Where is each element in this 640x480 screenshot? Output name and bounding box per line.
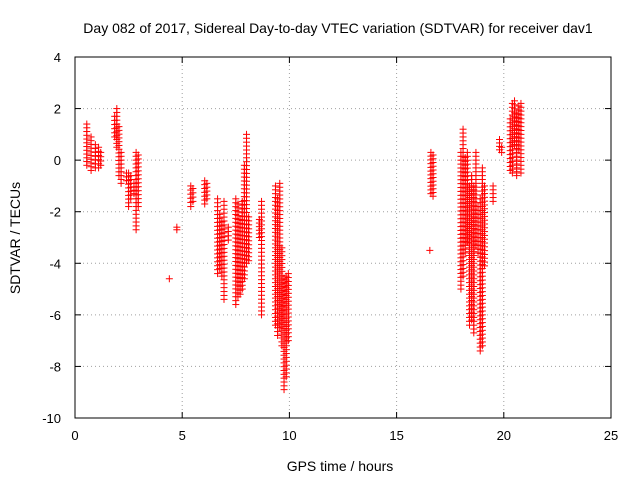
data-point — [243, 130, 251, 138]
x-tick-label: 10 — [282, 428, 296, 443]
data-point — [517, 99, 525, 107]
data-point — [489, 182, 497, 190]
data-point — [496, 136, 504, 144]
data-point — [481, 182, 489, 190]
y-tick-label: -2 — [49, 205, 61, 220]
data-point — [173, 223, 181, 231]
x-tick-label: 0 — [71, 428, 78, 443]
data-point — [113, 105, 121, 113]
x-tick-label: 20 — [497, 428, 511, 443]
x-tick-label: 25 — [604, 428, 618, 443]
chart-title: Day 082 of 2017, Sidereal Day-to-day VTE… — [83, 20, 593, 36]
y-tick-label: 0 — [54, 153, 61, 168]
y-axis-label: SDTVAR / TECUs — [7, 182, 23, 294]
data-point — [117, 148, 125, 156]
data-point — [463, 148, 471, 156]
data-point — [258, 197, 266, 205]
data-point — [478, 164, 486, 172]
plot-frame — [74, 56, 612, 419]
data-point — [459, 125, 467, 133]
data-point — [429, 151, 437, 159]
data-point — [220, 197, 228, 205]
axis-ticks — [74, 56, 612, 419]
y-tick-label: 2 — [54, 102, 61, 117]
data-point — [271, 182, 279, 190]
y-tick-label: -10 — [42, 411, 61, 426]
data-point — [245, 213, 253, 221]
data-point — [234, 200, 242, 208]
data-point — [165, 275, 173, 283]
y-tick-label: -8 — [49, 359, 61, 374]
x-tick-label: 5 — [179, 428, 186, 443]
data-point — [115, 123, 123, 131]
data-point — [232, 195, 240, 203]
data-point — [216, 210, 224, 218]
x-tick-label: 15 — [389, 428, 403, 443]
data-point — [284, 270, 292, 278]
data-point — [189, 185, 197, 193]
y-tick-label: -4 — [49, 256, 61, 271]
data-point — [511, 97, 519, 105]
y-tick-label: -6 — [49, 308, 61, 323]
x-axis-label: GPS time / hours — [287, 458, 394, 474]
data-point — [276, 179, 284, 187]
data-point — [224, 223, 232, 231]
data-point — [498, 143, 506, 151]
data-point — [87, 133, 95, 141]
grid-lines — [75, 57, 611, 418]
data-point — [278, 244, 286, 252]
data-point — [426, 246, 434, 254]
data-point — [95, 143, 103, 151]
data-point — [97, 148, 105, 156]
data-point — [134, 151, 142, 159]
data-point — [203, 179, 211, 187]
data-point — [472, 148, 480, 156]
data-point — [214, 195, 222, 203]
data-points — [83, 97, 525, 394]
y-tick-label: 4 — [54, 50, 61, 65]
data-point — [83, 120, 91, 128]
